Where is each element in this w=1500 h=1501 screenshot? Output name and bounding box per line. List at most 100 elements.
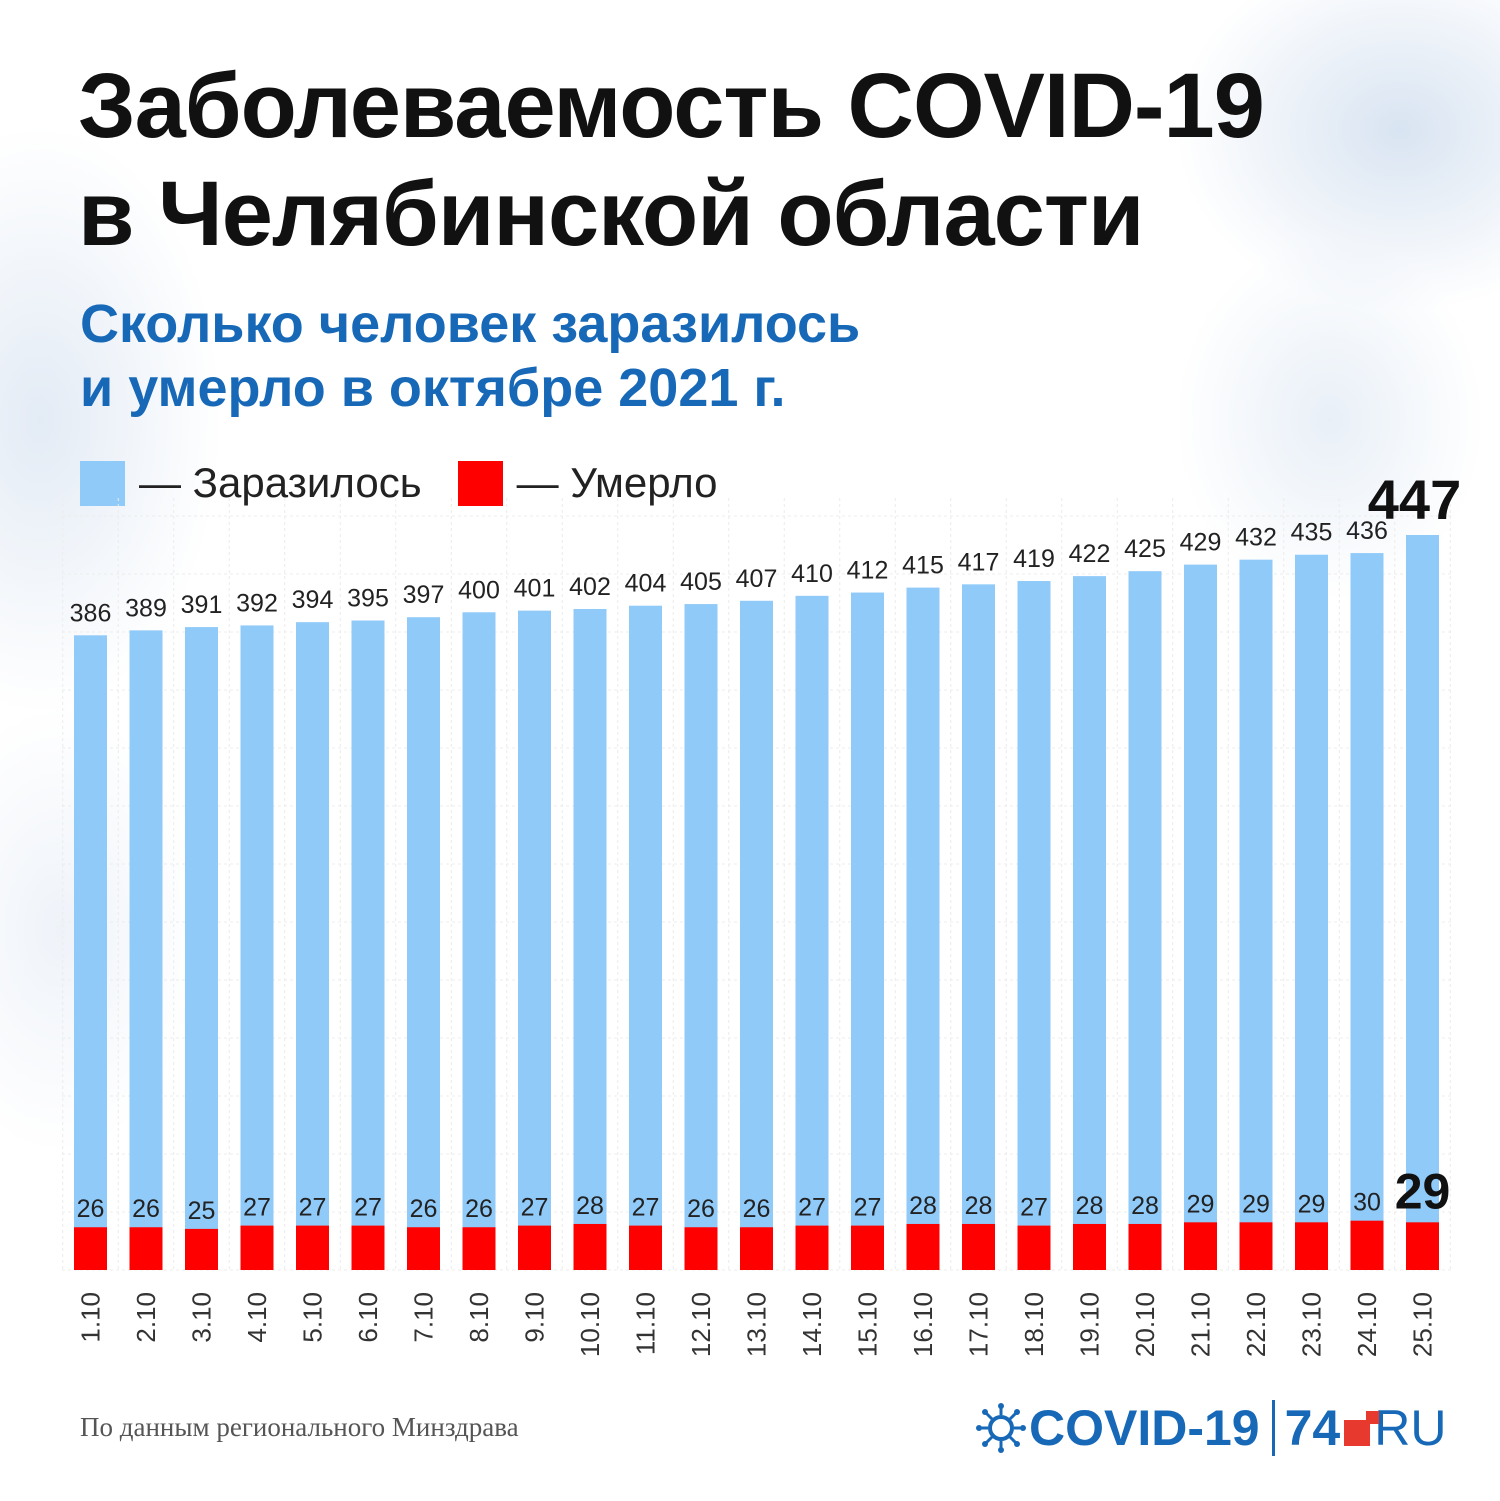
- data-label-deaths: 26: [410, 1195, 438, 1223]
- data-label-deaths: 27: [354, 1194, 382, 1222]
- x-tick-label: 1.10: [76, 1292, 106, 1343]
- data-label-infected: 394: [292, 586, 334, 614]
- data-label-infected: 395: [347, 585, 389, 613]
- x-tick-label: 15.10: [853, 1292, 883, 1357]
- bar-infected: [1406, 535, 1439, 1270]
- data-label-infected: 436: [1346, 517, 1388, 545]
- data-label-deaths: 28: [576, 1192, 604, 1220]
- x-tick-label: 7.10: [409, 1292, 439, 1343]
- page-subtitle: Сколько человек заразилось и умерло в ок…: [80, 292, 860, 420]
- bar-infected: [573, 608, 607, 1270]
- data-label-deaths: 27: [299, 1194, 327, 1222]
- x-tick-label: 6.10: [353, 1292, 383, 1343]
- bar-infected: [740, 600, 773, 1270]
- bar-infected: [74, 635, 107, 1270]
- bar-infected: [795, 595, 829, 1270]
- data-label-infected: 422: [1069, 540, 1111, 568]
- bar-deaths: [462, 1227, 496, 1270]
- x-tick-label: 11.10: [631, 1292, 661, 1355]
- data-label-deaths: 29: [1242, 1190, 1270, 1218]
- bar-deaths: [740, 1227, 773, 1270]
- x-tick-label: 10.10: [575, 1292, 605, 1357]
- data-label-infected: 415: [902, 552, 944, 580]
- data-label-deaths: 29: [1395, 1163, 1451, 1219]
- data-label-infected: 447: [1368, 468, 1461, 531]
- data-label-infected: 410: [791, 560, 833, 588]
- bar-deaths: [1128, 1223, 1162, 1270]
- legend-item-deaths: — Умерло: [457, 459, 718, 507]
- data-label-infected: 386: [70, 599, 112, 627]
- x-tick-label: 16.10: [908, 1292, 938, 1357]
- x-tick-label: 4.10: [242, 1292, 272, 1343]
- legend-item-infected: — Заразилось: [80, 459, 422, 507]
- page-title: Заболеваемость COVID-19 в Челябинской об…: [78, 52, 1265, 268]
- bar-deaths: [1184, 1222, 1217, 1270]
- logo-ru-text: RU: [1374, 1400, 1447, 1456]
- legend-label-deaths: — Умерло: [516, 459, 718, 506]
- bar-infected: [462, 612, 496, 1270]
- source-note: По данным регионального Минздрава: [80, 1412, 519, 1442]
- subtitle-line-1: Сколько человек заразилось: [80, 294, 861, 354]
- bar-infected: [518, 610, 551, 1270]
- x-tick-label: 21.10: [1186, 1292, 1216, 1357]
- bar-deaths: [1295, 1222, 1328, 1270]
- data-label-infected: 405: [680, 568, 722, 596]
- bar-deaths: [1017, 1225, 1051, 1270]
- bar-infected: [906, 587, 940, 1270]
- data-label-infected: 425: [1124, 535, 1166, 563]
- data-label-infected: 389: [125, 594, 167, 622]
- bar-infected: [407, 617, 440, 1270]
- bar-deaths: [795, 1225, 829, 1270]
- chart-legend: — Заразилось — Умерло: [80, 458, 754, 508]
- data-label-infected: 417: [958, 548, 1000, 576]
- x-tick-label: 9.10: [520, 1292, 550, 1343]
- data-label-infected: 407: [736, 565, 778, 593]
- title-line-1: Заболеваемость COVID-19: [78, 55, 1265, 157]
- bar-infected: [684, 604, 718, 1270]
- x-tick-label: 13.10: [742, 1292, 772, 1357]
- bar-infected: [240, 625, 274, 1270]
- x-tick-label: 20.10: [1130, 1292, 1160, 1357]
- data-label-deaths: 25: [188, 1197, 216, 1225]
- bar-deaths: [1073, 1223, 1106, 1270]
- data-label-deaths: 27: [521, 1194, 549, 1222]
- data-label-infected: 401: [514, 575, 556, 603]
- bar-deaths: [129, 1227, 163, 1270]
- bar-infected: [629, 605, 662, 1270]
- data-label-deaths: 29: [1298, 1190, 1326, 1218]
- x-tick-label: 12.10: [686, 1292, 716, 1357]
- x-tick-label: 25.10: [1408, 1292, 1438, 1357]
- data-label-deaths: 26: [77, 1195, 105, 1223]
- data-label-deaths: 28: [1076, 1192, 1104, 1220]
- data-label-infected: 391: [181, 591, 223, 619]
- x-tick-label: 24.10: [1352, 1292, 1382, 1357]
- data-label-infected: 412: [847, 557, 889, 585]
- data-label-deaths: 26: [132, 1195, 160, 1223]
- bar-deaths: [240, 1225, 274, 1270]
- x-tick-label: 19.10: [1075, 1292, 1105, 1357]
- logo-74-text: 74: [1284, 1400, 1341, 1456]
- bar-deaths: [906, 1223, 940, 1270]
- data-label-deaths: 30: [1353, 1189, 1381, 1217]
- bar-infected: [296, 622, 329, 1270]
- data-label-deaths: 29: [1187, 1190, 1215, 1218]
- data-label-deaths: 27: [1020, 1194, 1048, 1222]
- brand-logo[interactable]: COVID-19 74 RU: [975, 1398, 1446, 1458]
- logo-covid-text: COVID-19: [1029, 1400, 1260, 1456]
- bar-infected: [962, 584, 995, 1270]
- logo-red-square-icon: [1344, 1411, 1380, 1446]
- data-label-deaths: 26: [687, 1195, 715, 1223]
- bar-infected: [1017, 581, 1051, 1270]
- data-label-infected: 429: [1180, 529, 1222, 557]
- x-tick-label: 5.10: [298, 1292, 328, 1343]
- data-label-infected: 400: [458, 576, 500, 604]
- bar-deaths: [573, 1223, 607, 1270]
- data-label-deaths: 27: [854, 1194, 882, 1222]
- data-label-infected: 432: [1235, 524, 1277, 552]
- data-label-deaths: 26: [743, 1195, 771, 1223]
- bar-infected: [351, 620, 385, 1270]
- virus-icon: [976, 1403, 1026, 1453]
- data-label-deaths: 28: [1131, 1192, 1159, 1220]
- x-tick-label: 22.10: [1241, 1292, 1271, 1357]
